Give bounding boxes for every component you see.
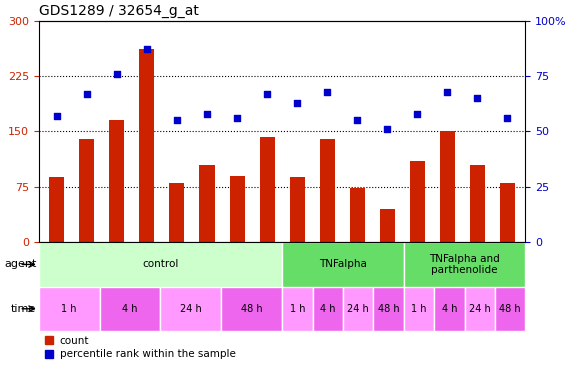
Text: time: time: [11, 304, 37, 314]
Point: [473, 95, 482, 101]
Bar: [440, 131, 455, 242]
Bar: [500, 183, 515, 242]
Bar: [320, 139, 335, 242]
Bar: [170, 183, 184, 242]
Bar: [139, 49, 154, 242]
Bar: [199, 165, 215, 242]
FancyBboxPatch shape: [282, 242, 404, 286]
Text: 4 h: 4 h: [442, 304, 457, 314]
FancyBboxPatch shape: [282, 286, 312, 331]
Point: [82, 91, 91, 97]
Bar: [79, 139, 94, 242]
Text: GDS1289 / 32654_g_at: GDS1289 / 32654_g_at: [39, 4, 199, 18]
Text: 24 h: 24 h: [469, 304, 490, 314]
Text: 4 h: 4 h: [122, 304, 138, 314]
FancyBboxPatch shape: [404, 286, 434, 331]
Bar: [49, 177, 65, 242]
Bar: [470, 165, 485, 242]
FancyBboxPatch shape: [495, 286, 525, 331]
FancyBboxPatch shape: [343, 286, 373, 331]
Point: [52, 113, 61, 119]
Point: [323, 88, 332, 94]
FancyBboxPatch shape: [222, 286, 282, 331]
Bar: [380, 209, 395, 242]
Legend: count, percentile rank within the sample: count, percentile rank within the sample: [44, 336, 235, 359]
Point: [383, 126, 392, 132]
Text: 4 h: 4 h: [320, 304, 336, 314]
Text: 48 h: 48 h: [241, 304, 263, 314]
Text: 1 h: 1 h: [411, 304, 427, 314]
FancyBboxPatch shape: [434, 286, 465, 331]
Bar: [260, 136, 275, 242]
FancyBboxPatch shape: [99, 286, 160, 331]
Text: agent: agent: [4, 260, 37, 269]
FancyBboxPatch shape: [39, 242, 282, 286]
Text: 1 h: 1 h: [289, 304, 305, 314]
Point: [232, 115, 242, 121]
Point: [263, 91, 272, 97]
FancyBboxPatch shape: [404, 242, 525, 286]
Text: 24 h: 24 h: [180, 304, 202, 314]
Text: control: control: [142, 260, 179, 269]
Text: 24 h: 24 h: [347, 304, 369, 314]
Text: 48 h: 48 h: [378, 304, 399, 314]
Text: TNFalpha: TNFalpha: [319, 260, 367, 269]
Point: [203, 111, 212, 117]
Point: [172, 117, 182, 123]
Text: 48 h: 48 h: [500, 304, 521, 314]
FancyBboxPatch shape: [465, 286, 495, 331]
FancyBboxPatch shape: [312, 286, 343, 331]
FancyBboxPatch shape: [373, 286, 404, 331]
Point: [112, 71, 122, 77]
Bar: [230, 176, 244, 242]
Bar: [410, 161, 425, 242]
Bar: [349, 188, 365, 242]
Bar: [289, 177, 305, 242]
Point: [292, 100, 301, 106]
Bar: [110, 120, 124, 242]
Point: [443, 88, 452, 94]
FancyBboxPatch shape: [160, 286, 222, 331]
Point: [353, 117, 362, 123]
Point: [413, 111, 422, 117]
Text: 1 h: 1 h: [62, 304, 77, 314]
Point: [503, 115, 512, 121]
Text: TNFalpha and
parthenolide: TNFalpha and parthenolide: [429, 254, 500, 275]
FancyBboxPatch shape: [39, 286, 99, 331]
Point: [142, 46, 151, 53]
